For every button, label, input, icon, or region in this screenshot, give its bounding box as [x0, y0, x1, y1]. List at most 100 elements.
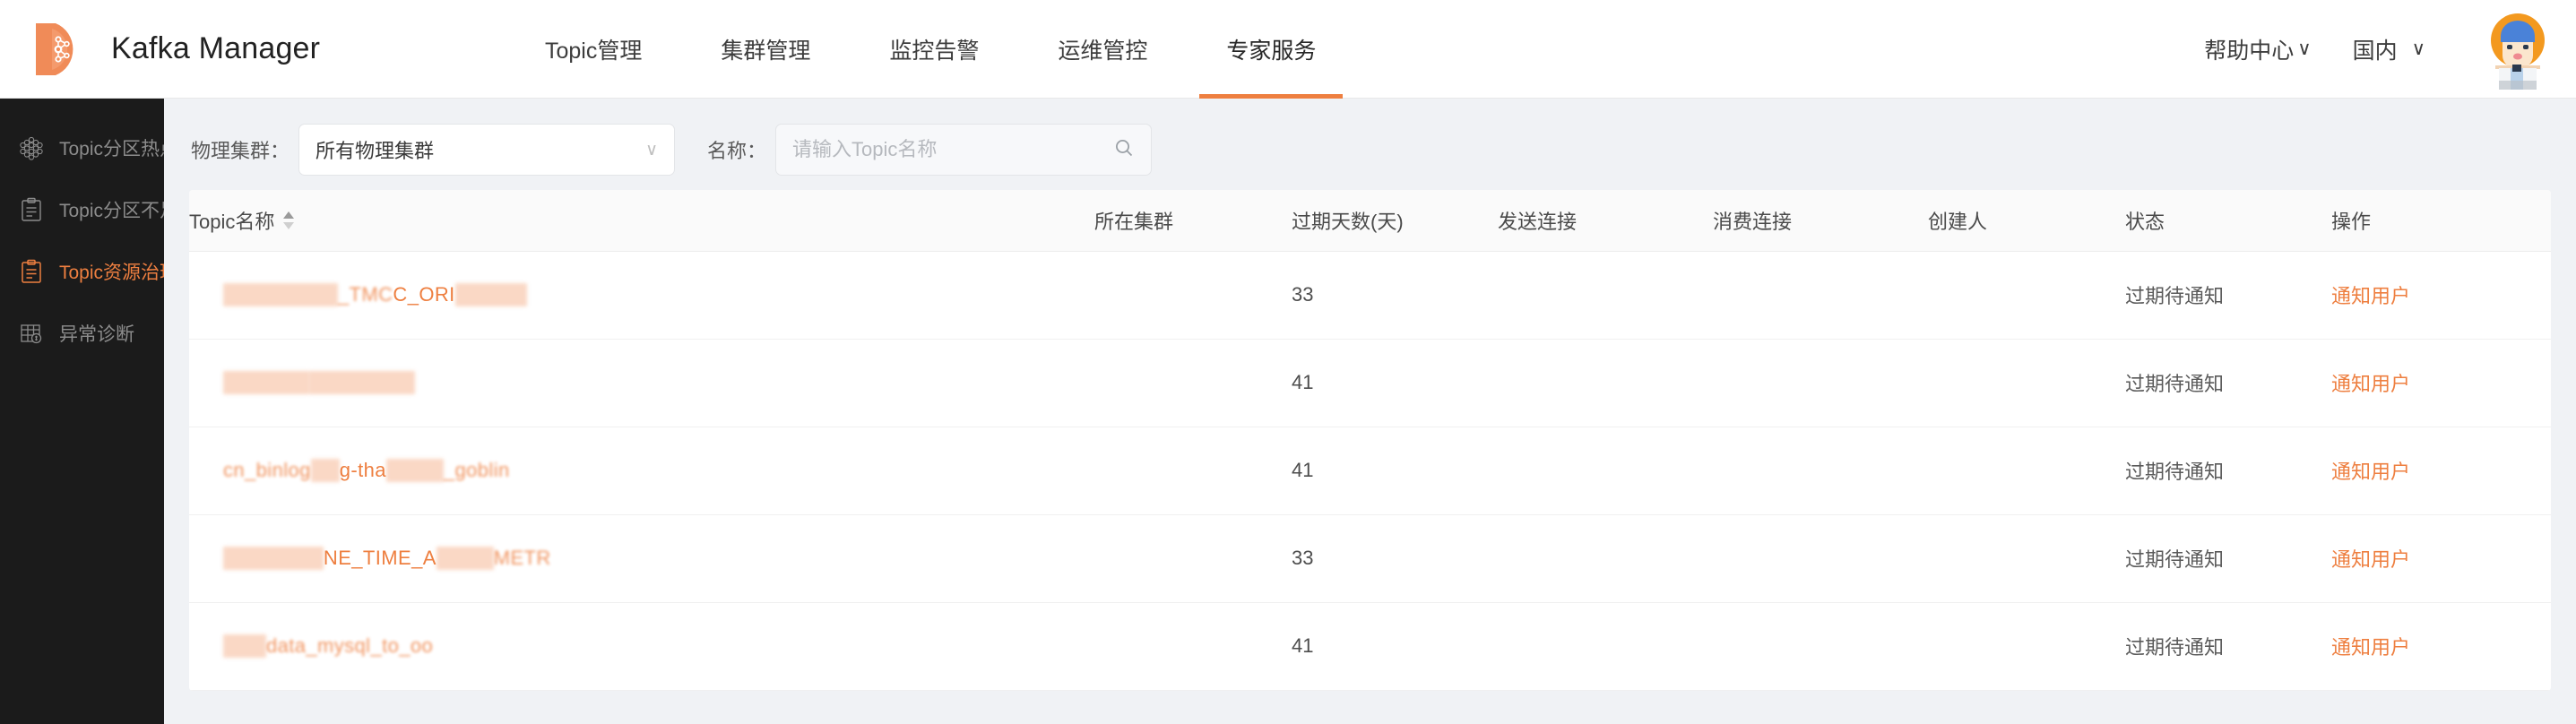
notify-user-button[interactable]: 通知用户 — [2331, 373, 2411, 395]
table-row: ███data_mysql_to_oo 41 过期待通知 — [189, 602, 2551, 691]
topic-name-link[interactable]: ███████NE_TIME_A████METR — [223, 547, 551, 570]
sort-arrows-icon[interactable] — [283, 211, 295, 229]
cell-spacer — [745, 339, 1094, 427]
page-title: Kafka Manager — [111, 31, 321, 65]
column-header-spacer — [745, 190, 1094, 252]
cell-consume-connection — [1713, 514, 1928, 603]
notify-user-button[interactable]: 通知用户 — [2331, 548, 2411, 571]
column-header-operation: 操作 — [2331, 190, 2551, 252]
nav-tab-operations-control[interactable]: 运维管控 — [1018, 0, 1187, 99]
brand: Kafka Manager — [32, 20, 462, 79]
notify-user-button[interactable]: 通知用户 — [2331, 636, 2411, 659]
cell-cluster — [1094, 339, 1292, 427]
redacted-text: █████ — [454, 283, 527, 306]
column-header-label: 创建人 — [1928, 210, 1988, 233]
cell-expire-days: 33 — [1292, 514, 1498, 603]
table-row: cn_binlog██g-tha████_goblin 41 过期待通知 — [189, 427, 2551, 515]
nav-tab-expert-service[interactable]: 专家服务 — [1187, 0, 1355, 99]
redacted-text: ██████ — [223, 371, 309, 394]
main-content: 物理集群： 所有物理集群 ∨ 名称： — [164, 99, 2576, 724]
redacted-text: ███ — [223, 634, 266, 658]
cell-status: 过期待通知 — [2125, 251, 2331, 340]
sidebar-gap — [0, 233, 164, 248]
sidebar-item-topic-partition-shortage[interactable]: Topic分区不足 — [0, 186, 178, 233]
table-row: ███████NE_TIME_A████METR 33 过期待通知 — [189, 514, 2551, 603]
column-header-label: 过期天数(天) — [1292, 210, 1404, 233]
chevron-down-icon: ∨ — [2411, 39, 2425, 59]
cell-owner — [1928, 251, 2125, 340]
table-row: ████████_TMCC_ORI█████ 33 过期待通知 — [189, 251, 2551, 340]
status-badge: 过期待通知 — [2125, 285, 2225, 307]
cell-send-connection — [1498, 514, 1713, 603]
redacted-text: ████ — [385, 459, 444, 482]
table-diagnostic-icon — [18, 320, 45, 347]
clipboard-icon — [18, 196, 45, 223]
app-header: Kafka Manager Topic管理 集群管理 监控告警 运维管控 专家服… — [0, 0, 2576, 99]
column-header-label: 状态 — [2125, 210, 2165, 233]
clipboard-icon — [18, 258, 45, 285]
sidebar-item-anomaly-diagnosis[interactable]: 异常诊断 — [0, 310, 164, 357]
help-center-menu[interactable]: 帮助中心 ∨ — [2204, 33, 2311, 65]
nav-tab-topic-management[interactable]: Topic管理 — [506, 0, 681, 99]
cluster-filter-label: 物理集群： — [191, 140, 290, 162]
sidebar-gap — [0, 171, 164, 186]
cell-operation: 通知用户 — [2331, 427, 2551, 515]
redacted-text: ███████ — [223, 547, 324, 570]
nav-tab-label: 专家服务 — [1226, 38, 1317, 64]
column-header-consume-connection: 消费连接 — [1713, 190, 1928, 252]
cell-cluster — [1094, 427, 1292, 515]
cell-cluster — [1094, 514, 1292, 603]
cell-owner — [1928, 427, 2125, 515]
topic-governance-table: Topic名称 所在集群 过期天数(天) — [189, 190, 2551, 691]
topic-name-partial: _TMC — [337, 283, 393, 306]
cell-cluster — [1094, 251, 1292, 340]
nav-tab-monitoring-alerts[interactable]: 监控告警 — [850, 0, 1018, 99]
notify-user-button[interactable]: 通知用户 — [2331, 461, 2411, 483]
cell-owner — [1928, 514, 2125, 603]
nav-tab-label: Topic管理 — [545, 38, 643, 64]
search-icon[interactable] — [1113, 137, 1135, 163]
table-row: ██████████ ███ 41 过期待通知 通知用户 — [189, 339, 2551, 427]
cell-status: 过期待通知 — [2125, 514, 2331, 603]
help-center-label: 帮助中心 — [2204, 38, 2295, 64]
cell-topic-name: ██████████ ███ — [189, 339, 745, 427]
cell-operation: 通知用户 — [2331, 514, 2551, 603]
nav-tab-label: 监控告警 — [889, 38, 980, 64]
cell-operation: 通知用户 — [2331, 339, 2551, 427]
sidebar-item-label: 异常诊断 — [59, 324, 134, 345]
nav-tab-label: 集群管理 — [721, 38, 811, 64]
cell-topic-name: ███████NE_TIME_A████METR — [189, 514, 745, 603]
status-badge: 过期待通知 — [2125, 636, 2225, 659]
chevron-down-icon: ∨ — [645, 140, 659, 159]
sidebar-item-topic-partition-hotspot[interactable]: Topic分区热点 — [0, 125, 178, 171]
cell-topic-name: cn_binlog██g-tha████_goblin — [189, 427, 745, 515]
cell-consume-connection — [1713, 339, 1928, 427]
column-header-topic-name[interactable]: Topic名称 — [189, 190, 745, 252]
cell-topic-name: ████████_TMCC_ORI█████ — [189, 251, 745, 340]
sidebar-item-topic-resource-governance[interactable]: Topic资源治理 — [0, 248, 178, 295]
notify-user-button[interactable]: 通知用户 — [2331, 285, 2411, 307]
search-input[interactable] — [792, 138, 1107, 161]
cluster-select[interactable]: 所有物理集群 ∨ — [298, 124, 676, 176]
topic-search-box[interactable] — [775, 124, 1153, 176]
cell-consume-connection — [1713, 427, 1928, 515]
cell-consume-connection — [1713, 251, 1928, 340]
cell-send-connection — [1498, 251, 1713, 340]
avatar[interactable] — [2483, 9, 2553, 90]
column-header-cluster: 所在集群 — [1094, 190, 1292, 252]
nav-tab-label: 运维管控 — [1058, 38, 1148, 64]
topic-name-link[interactable]: ██████████ ███ — [223, 371, 416, 394]
topic-name-link[interactable]: ████████_TMCC_ORI█████ — [223, 283, 527, 306]
column-header-status: 状态 — [2125, 190, 2331, 252]
cell-spacer — [745, 427, 1094, 515]
cell-owner — [1928, 339, 2125, 427]
topic-name-link[interactable]: ███data_mysql_to_oo — [223, 634, 433, 658]
cell-operation: 通知用户 — [2331, 602, 2551, 691]
topic-name-link[interactable]: cn_binlog██g-tha████_goblin — [223, 459, 510, 482]
region-selector[interactable]: 国内 ∨ — [2353, 33, 2425, 65]
topic-governance-table-card: Topic名称 所在集群 过期天数(天) — [189, 190, 2551, 691]
cluster-select-value: 所有物理集群 — [316, 140, 435, 162]
table-body: ████████_TMCC_ORI█████ 33 过期待通知 — [189, 251, 2551, 691]
topic-name-tail: _goblin — [443, 459, 510, 481]
nav-tab-cluster-management[interactable]: 集群管理 — [681, 0, 850, 99]
